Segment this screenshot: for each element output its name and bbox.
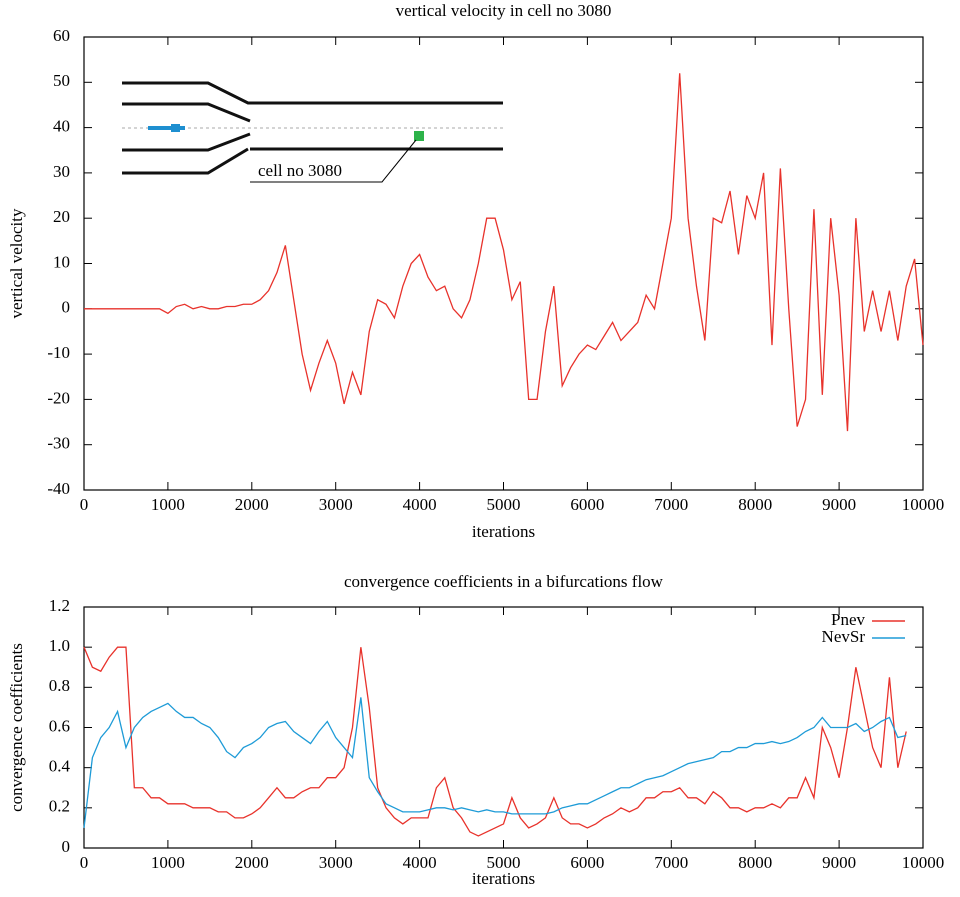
data-line [84, 73, 924, 432]
y-tick-label: -10 [47, 343, 70, 362]
y-tick-label: -40 [47, 479, 70, 498]
y-tick-label: 60 [53, 26, 70, 45]
inset-label: cell no 3080 [258, 161, 342, 180]
y-tick-label: 50 [53, 71, 70, 90]
x-axis-label: iterations [472, 869, 535, 888]
x-tick-label: 6000 [570, 853, 604, 872]
inset-diagram: cell no 3080 [122, 81, 503, 183]
x-tick-label: 3000 [319, 853, 353, 872]
x-tick-label: 2000 [235, 853, 269, 872]
legend-label: NevSr [822, 627, 866, 646]
y-tick-label: 1.0 [49, 636, 70, 655]
data-line [83, 697, 907, 828]
y-tick-label: 40 [53, 117, 70, 136]
y-tick-label: 1.2 [49, 596, 70, 615]
y-tick-label: 0.4 [49, 757, 71, 776]
y-tick-label: 0 [62, 837, 71, 856]
x-tick-label: 8000 [738, 853, 772, 872]
x-tick-label: 0 [80, 853, 89, 872]
x-tick-label: 3000 [319, 495, 353, 514]
y-axis-label: vertical velocity [7, 208, 26, 318]
y-tick-label: 0.6 [49, 716, 70, 735]
data-line [83, 646, 907, 837]
x-tick-label: 1000 [151, 495, 185, 514]
y-tick-label: 10 [53, 252, 70, 271]
legend-label: Pnev [831, 610, 866, 629]
y-tick-label: -30 [47, 434, 70, 453]
x-tick-label: 7000 [654, 853, 688, 872]
y-tick-label: 20 [53, 207, 70, 226]
x-tick-label: 10000 [902, 853, 945, 872]
y-tick-label: 0 [62, 298, 71, 317]
chart-title: vertical velocity in cell no 3080 [396, 1, 612, 20]
x-tick-label: 6000 [570, 495, 604, 514]
y-axis-label: convergence coefficients [7, 643, 26, 812]
x-tick-label: 2000 [235, 495, 269, 514]
x-tick-label: 1000 [151, 853, 185, 872]
x-tick-label: 7000 [654, 495, 688, 514]
x-tick-label: 8000 [738, 495, 772, 514]
x-tick-label: 9000 [822, 853, 856, 872]
x-tick-label: 4000 [403, 495, 437, 514]
x-tick-label: 5000 [487, 495, 521, 514]
x-tick-label: 5000 [487, 853, 521, 872]
y-tick-label: 0.2 [49, 797, 70, 816]
y-tick-label: 0.8 [49, 676, 70, 695]
chart-title: convergence coefficients in a bifurcatio… [344, 572, 664, 591]
x-tick-label: 10000 [902, 495, 945, 514]
x-axis-label: iterations [472, 522, 535, 541]
x-tick-label: 9000 [822, 495, 856, 514]
x-tick-label: 0 [80, 495, 89, 514]
y-tick-label: -20 [47, 388, 70, 407]
x-tick-label: 4000 [403, 853, 437, 872]
y-tick-label: 30 [53, 162, 70, 181]
